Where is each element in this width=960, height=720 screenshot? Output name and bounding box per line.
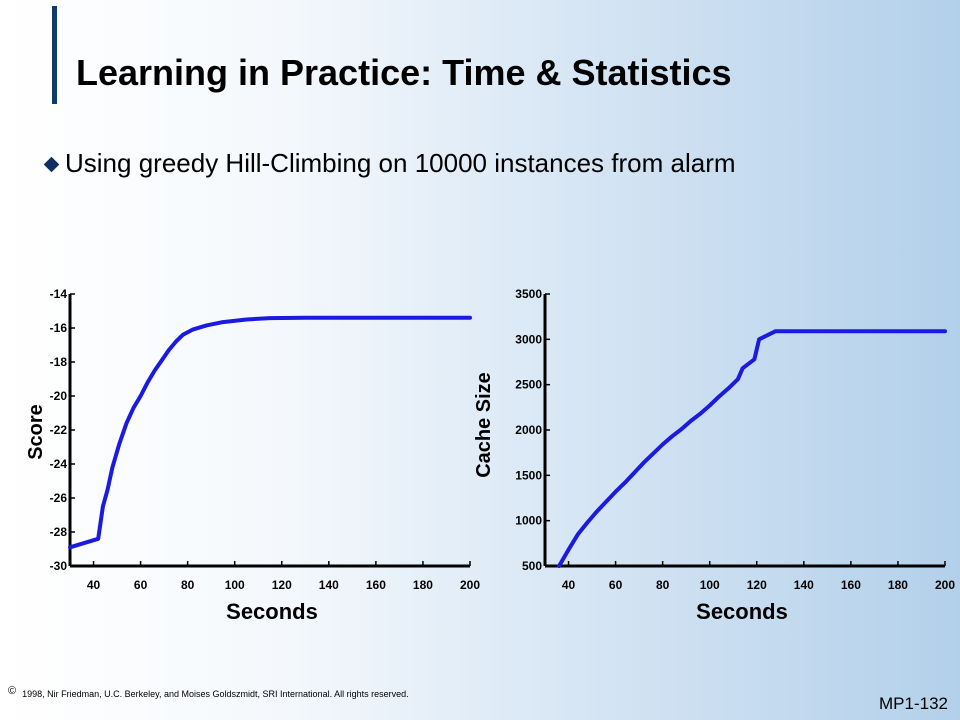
y-tick-label: 2000 bbox=[515, 423, 542, 437]
y-tick-label: -18 bbox=[50, 355, 68, 369]
x-tick-label: 120 bbox=[747, 578, 767, 592]
title-accent-bar bbox=[52, 6, 57, 104]
y-tick-label: 1000 bbox=[515, 514, 542, 528]
slide-title: Learning in Practice: Time & Statistics bbox=[76, 52, 732, 93]
x-tick-label: 140 bbox=[794, 578, 814, 592]
x-tick-label: 100 bbox=[225, 578, 245, 592]
series-line bbox=[557, 329, 947, 568]
bullet-item: Using greedy Hill-Climbing on 10000 inst… bbox=[43, 148, 736, 179]
copyright-text: 1998, Nir Friedman, U.C. Berkeley, and M… bbox=[22, 689, 409, 699]
y-tick-label: 3000 bbox=[515, 332, 542, 346]
x-tick-label: 80 bbox=[656, 578, 670, 592]
x-axis-label: Seconds bbox=[226, 599, 318, 624]
y-tick-label: 2500 bbox=[515, 378, 542, 392]
x-axis-label: Seconds bbox=[696, 599, 788, 624]
y-tick-label: 3500 bbox=[515, 287, 542, 301]
y-axis-label: Score bbox=[25, 404, 47, 460]
y-tick-label: -28 bbox=[50, 525, 68, 539]
y-tick-label: 1500 bbox=[515, 468, 542, 482]
x-tick-label: 60 bbox=[609, 578, 623, 592]
y-tick-label: -16 bbox=[50, 321, 68, 335]
y-tick-label: 500 bbox=[522, 559, 542, 573]
y-tick-label: -14 bbox=[50, 287, 68, 301]
y-tick-label: -22 bbox=[50, 423, 68, 437]
x-tick-label: 180 bbox=[413, 578, 433, 592]
footer: © 1998, Nir Friedman, U.C. Berkeley, and… bbox=[8, 685, 409, 699]
y-tick-label: -24 bbox=[50, 457, 68, 471]
y-axis-label: Cache Size bbox=[473, 372, 495, 478]
x-tick-label: 200 bbox=[935, 578, 955, 592]
x-tick-label: 140 bbox=[319, 578, 339, 592]
y-tick-label: -26 bbox=[50, 491, 68, 505]
x-tick-label: 200 bbox=[460, 578, 480, 592]
x-tick-label: 120 bbox=[272, 578, 292, 592]
x-tick-label: 180 bbox=[888, 578, 908, 592]
series-line bbox=[68, 315, 472, 550]
y-tick-label: -20 bbox=[50, 389, 68, 403]
x-tick-label: 100 bbox=[700, 578, 720, 592]
x-tick-label: 40 bbox=[562, 578, 576, 592]
slide-number: MP1-132 bbox=[879, 694, 948, 713]
x-tick-label: 80 bbox=[181, 578, 195, 592]
x-tick-label: 160 bbox=[841, 578, 861, 592]
x-tick-label: 160 bbox=[366, 578, 386, 592]
bullet-text: Using greedy Hill-Climbing on 10000 inst… bbox=[65, 148, 736, 178]
x-tick-label: 40 bbox=[87, 578, 101, 592]
x-tick-label: 60 bbox=[134, 578, 148, 592]
copyright-symbol: © bbox=[8, 685, 17, 697]
y-tick-label: -30 bbox=[50, 559, 68, 573]
